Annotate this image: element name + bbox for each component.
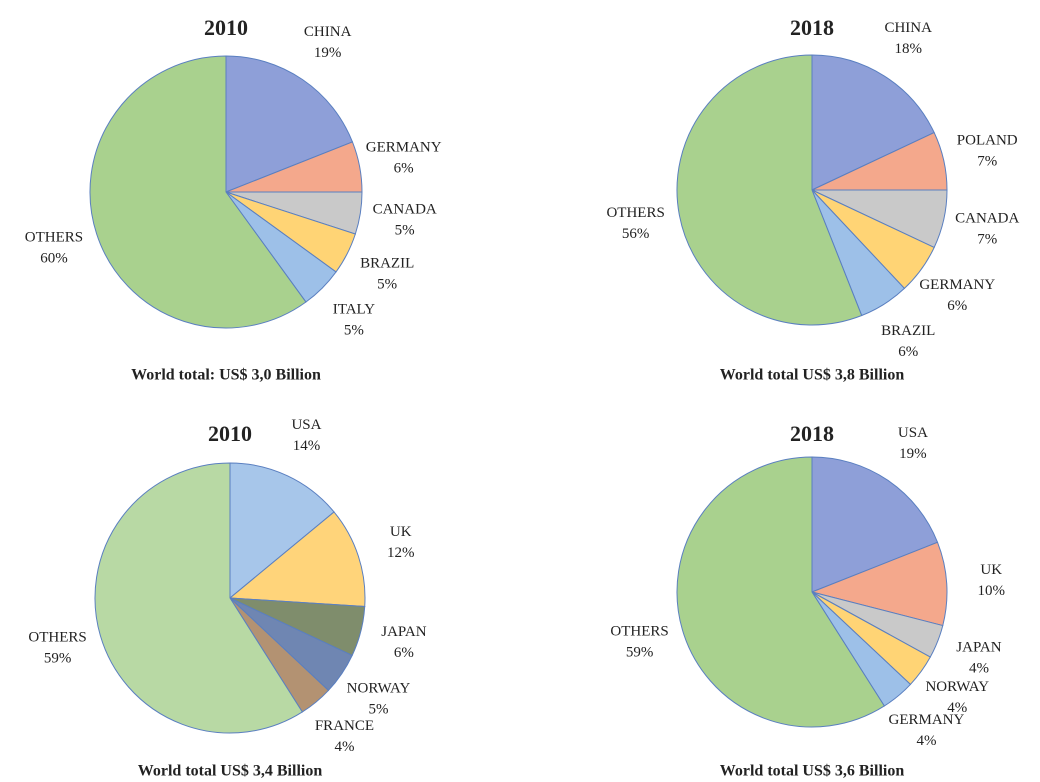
chart-title: 2010 <box>208 421 252 446</box>
chart-title: 2010 <box>204 15 248 40</box>
slice-label: GERMANY <box>366 140 442 156</box>
slice-value: 6% <box>898 344 918 360</box>
slice-value: 59% <box>626 645 654 661</box>
slice-value: 19% <box>899 446 927 462</box>
slice-value: 4% <box>969 661 989 677</box>
slice-value: 59% <box>44 651 72 667</box>
slice-label: JAPAN <box>956 640 1001 656</box>
slice-label: UK <box>980 562 1002 578</box>
slice-label: GERMANY <box>919 277 995 293</box>
slice-label: JAPAN <box>381 624 426 640</box>
slice-value: 5% <box>369 701 389 717</box>
slice-value: 6% <box>947 298 967 314</box>
slice-label: OTHERS <box>28 630 86 646</box>
slice-label: CHINA <box>304 24 352 40</box>
caption: World total US$ 3,6 Billion <box>720 763 905 780</box>
slice-value: 5% <box>344 322 364 338</box>
pie-slice <box>89 55 307 329</box>
slice-value: 5% <box>395 223 415 239</box>
slice-value: 14% <box>293 438 321 454</box>
slice-value: 56% <box>622 226 650 242</box>
pie-slice <box>229 462 335 600</box>
caption: World total US$ 3,8 Billion <box>720 367 905 384</box>
slice-value: 60% <box>40 250 68 266</box>
slice-value: 6% <box>394 645 414 661</box>
pie-slice <box>228 511 366 608</box>
slice-label: CHINA <box>884 20 932 36</box>
slice-label: OTHERS <box>25 229 83 245</box>
slice-value: 7% <box>977 232 997 248</box>
slice-value: 5% <box>377 277 397 293</box>
pie-slice <box>810 541 948 627</box>
caption: World total US$ 3,4 Billion <box>138 763 323 780</box>
slice-label: NORWAY <box>347 680 411 696</box>
pie-slice <box>225 55 354 193</box>
slice-value: 12% <box>387 545 415 561</box>
slice-label: OTHERS <box>610 624 668 640</box>
caption: World total: US$ 3,0 Billion <box>131 367 321 384</box>
slice-value: 7% <box>977 153 997 169</box>
slice-label: ITALY <box>333 301 375 317</box>
slice-label: NORWAY <box>925 679 989 695</box>
pie-slice <box>811 456 939 593</box>
slice-label: GERMANY <box>889 712 965 728</box>
slice-label: BRAZIL <box>881 323 935 339</box>
slice-label: POLAND <box>957 132 1018 148</box>
slice-value: 19% <box>314 45 342 61</box>
slice-label: USA <box>291 417 321 433</box>
pie-slice <box>94 462 304 734</box>
slice-value: 4% <box>947 700 967 716</box>
slice-label: CANADA <box>955 211 1019 227</box>
slice-label: OTHERS <box>606 205 664 221</box>
slice-value: 18% <box>894 41 922 57</box>
pie-slice <box>676 456 886 728</box>
chart-title: 2018 <box>790 15 834 40</box>
slice-value: 4% <box>334 739 354 755</box>
slice-label: CANADA <box>373 202 437 218</box>
slice-value: 4% <box>916 733 936 749</box>
chart-title: 2018 <box>790 421 834 446</box>
slice-value: 6% <box>394 161 414 177</box>
slice-label: FRANCE <box>315 718 374 734</box>
pie-slice <box>676 54 863 326</box>
pie-slice <box>811 54 935 191</box>
slice-label: USA <box>898 425 928 441</box>
slice-value: 10% <box>977 583 1005 599</box>
slice-label: UK <box>390 524 412 540</box>
slice-label: BRAZIL <box>360 256 414 272</box>
